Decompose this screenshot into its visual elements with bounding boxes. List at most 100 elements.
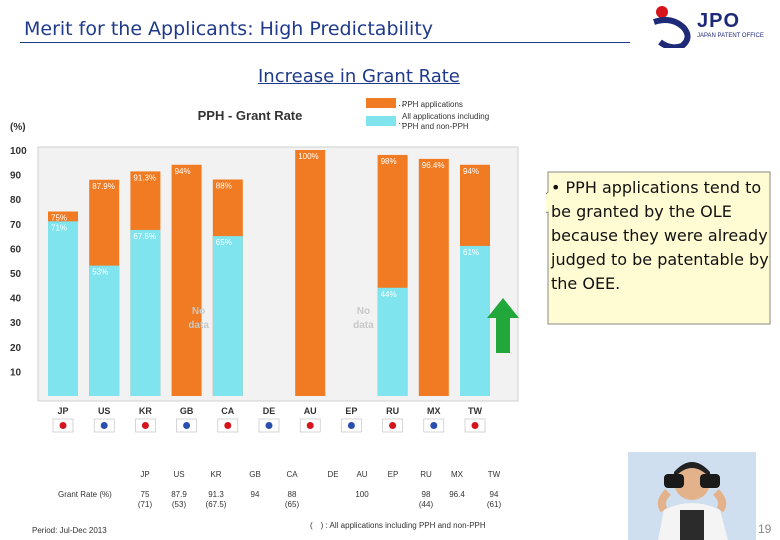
table-header-EP: EP bbox=[387, 470, 399, 479]
label-pph-US: 87.9% bbox=[92, 182, 115, 191]
chart-title: PPH - Grant Rate bbox=[198, 108, 303, 123]
table-value-MX: 96.4 bbox=[449, 490, 465, 499]
table-header-TW: TW bbox=[487, 470, 501, 479]
y-tick-label-80: 80 bbox=[10, 195, 22, 206]
x-tick-label-DE: DE bbox=[263, 406, 276, 416]
x-tick-label-MX: MX bbox=[427, 406, 441, 416]
legend-ellipsis-1: … bbox=[398, 116, 407, 126]
table-header-MX: MX bbox=[451, 470, 463, 479]
x-tick-label-JP: JP bbox=[57, 406, 68, 416]
label-all-US: 53% bbox=[92, 268, 108, 277]
label-pph-GB: 94% bbox=[175, 167, 191, 176]
legend-label-pph: PPH applications bbox=[402, 100, 463, 109]
jpo-logo bbox=[653, 6, 691, 48]
table-value-all-RU: (44) bbox=[418, 500, 434, 509]
table-value-all-JP: (71) bbox=[137, 500, 153, 509]
table-header-JP: JP bbox=[140, 470, 150, 479]
table-header-GB: GB bbox=[249, 470, 261, 479]
flag-mark-TW bbox=[471, 422, 479, 429]
table-header-DE: DE bbox=[327, 470, 339, 479]
table-row-label: Grant Rate (%) bbox=[58, 490, 112, 499]
bar-all-RU bbox=[377, 287, 408, 396]
grant-rate-chart: PPH - Grant Rate (%) 10 20 30 40 50 60 70 80 90 100… bbox=[10, 98, 519, 433]
x-tick-label-US: US bbox=[98, 406, 111, 416]
title-underline bbox=[20, 42, 630, 43]
no-data-EP-1: No bbox=[357, 306, 370, 317]
label-pph-JP: 75% bbox=[51, 214, 67, 223]
x-tick-label-KR: KR bbox=[139, 406, 152, 416]
x-tick-label-RU: RU bbox=[386, 406, 399, 416]
chart-subtitle: Increase in Grant Rate bbox=[258, 66, 460, 87]
y-tick-label-40: 40 bbox=[10, 294, 22, 305]
legend-label-all-line1: All applications including bbox=[402, 112, 489, 121]
y-tick-label-50: 50 bbox=[10, 269, 22, 280]
label-all-KR: 67.5% bbox=[133, 232, 156, 241]
table-header-AU: AU bbox=[356, 470, 368, 479]
no-data-EP-2: data bbox=[353, 320, 374, 331]
x-tick-label-AU: AU bbox=[304, 406, 317, 416]
period-label: Period: Jul-Dec 2013 bbox=[32, 526, 107, 535]
bar-all-CA bbox=[212, 236, 243, 396]
flag-mark-JP bbox=[59, 422, 67, 429]
label-pph-MX: 96.4% bbox=[422, 161, 445, 170]
slide-title: Merit for the Applicants: High Predictab… bbox=[24, 18, 434, 40]
bar-pph-MX bbox=[418, 158, 449, 396]
table-header-RU: RU bbox=[420, 470, 432, 479]
table-value-all-CA: (65) bbox=[284, 500, 300, 509]
label-all-RU: 44% bbox=[381, 290, 397, 299]
table-value-KR: 91.3 bbox=[208, 490, 224, 499]
flag-mark-DE bbox=[265, 422, 273, 429]
label-pph-TW: 94% bbox=[463, 167, 479, 176]
table-value-GB: 94 bbox=[250, 490, 260, 499]
y-tick-label-10: 10 bbox=[10, 367, 22, 378]
logo-red-dot bbox=[656, 6, 668, 18]
logo-subtext: JAPAN PATENT OFFICE bbox=[697, 33, 764, 39]
legend-label-all-line2: PPH and non-PPH bbox=[402, 122, 469, 131]
table-value-all-KR: (67.5) bbox=[205, 500, 227, 509]
binoculars-photo bbox=[628, 452, 756, 540]
green-up-arrow-icon bbox=[487, 298, 519, 353]
bar-all-KR bbox=[130, 229, 161, 396]
bar-pph-GB bbox=[171, 164, 202, 396]
x-tick-label-GB: GB bbox=[180, 406, 194, 416]
bar-all-JP bbox=[48, 221, 78, 396]
flag-mark-EP bbox=[347, 422, 355, 429]
table-header-KR: KR bbox=[210, 470, 222, 479]
bar-all-TW bbox=[460, 245, 490, 396]
label-pph-AU: 100% bbox=[298, 152, 318, 161]
logo-text: JPO bbox=[697, 10, 741, 32]
bar-pph-AU bbox=[295, 150, 326, 396]
label-pph-KR: 91.3% bbox=[133, 173, 156, 182]
y-tick-label-90: 90 bbox=[10, 171, 22, 182]
legend-swatch-0 bbox=[366, 98, 396, 108]
table-value-RU: 98 bbox=[421, 490, 431, 499]
table-value-TW: 94 bbox=[489, 490, 499, 499]
flag-mark-CA bbox=[224, 422, 232, 429]
y-axis-label: (%) bbox=[10, 122, 26, 133]
flag-mark-KR bbox=[141, 422, 149, 429]
flag-mark-AU bbox=[306, 422, 314, 429]
flag-mark-RU bbox=[389, 422, 397, 429]
callout-box bbox=[546, 171, 771, 325]
bar-all-US bbox=[89, 265, 120, 396]
label-all-CA: 65% bbox=[216, 238, 232, 247]
flag-mark-GB bbox=[183, 422, 191, 429]
y-tick-label-20: 20 bbox=[10, 343, 22, 354]
label-all-TW: 61% bbox=[463, 248, 479, 257]
table-value-JP: 75 bbox=[140, 490, 150, 499]
label-all-JP: 71% bbox=[51, 223, 67, 232]
legend-ellipsis-0: … bbox=[398, 98, 407, 108]
table-value-US: 87.9 bbox=[171, 490, 187, 499]
y-tick-label-30: 30 bbox=[10, 318, 22, 329]
y-tick-label-70: 70 bbox=[10, 220, 22, 231]
table-header-CA: CA bbox=[286, 470, 298, 479]
legend-swatch-1 bbox=[366, 116, 396, 126]
no-data-GB-1: No bbox=[192, 306, 205, 317]
table-value-CA: 88 bbox=[287, 490, 297, 499]
y-tick-label-60: 60 bbox=[10, 244, 22, 255]
x-tick-label-EP: EP bbox=[345, 406, 357, 416]
table-value-all-TW: (61) bbox=[486, 500, 502, 509]
label-pph-RU: 98% bbox=[381, 157, 397, 166]
footnote: ( ) : All applications including PPH and… bbox=[310, 521, 486, 530]
y-tick-label-100: 100 bbox=[10, 146, 27, 157]
